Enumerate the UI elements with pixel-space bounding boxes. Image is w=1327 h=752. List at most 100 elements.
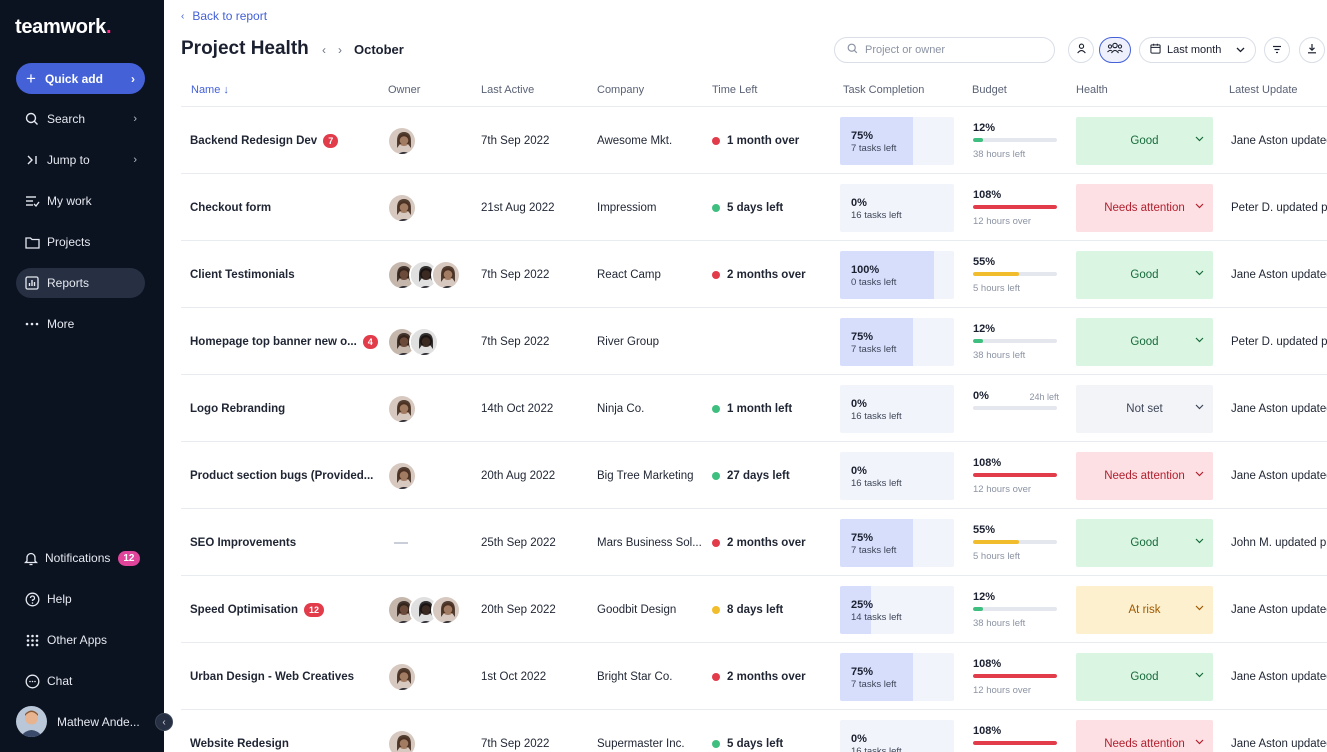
column-header-task-completion[interactable]: Task Completion bbox=[843, 84, 925, 96]
filter-button[interactable] bbox=[1264, 37, 1290, 63]
owner-avatars[interactable] bbox=[387, 125, 417, 156]
project-name[interactable]: Product section bugs (Provided... bbox=[190, 442, 373, 509]
prev-month-button[interactable]: ‹ bbox=[322, 42, 326, 57]
search-field[interactable] bbox=[834, 37, 1055, 63]
back-to-report-link[interactable]: ‹ Back to report bbox=[181, 9, 267, 23]
export-button[interactable] bbox=[1299, 37, 1325, 63]
sidebar-item-chat[interactable]: Chat bbox=[16, 666, 145, 696]
time-left: 2 months over bbox=[712, 241, 806, 308]
budget-percent: 108% bbox=[973, 724, 1002, 737]
sidebar-item-my-work[interactable]: My work bbox=[16, 186, 145, 216]
date-range-select[interactable]: Last month bbox=[1139, 37, 1256, 63]
latest-update[interactable]: Jane Aston updated bbox=[1231, 670, 1327, 683]
sidebar-item-help[interactable]: Help bbox=[16, 584, 145, 614]
health-select[interactable]: Good bbox=[1076, 317, 1213, 366]
owner-avatars[interactable] bbox=[387, 661, 417, 692]
latest-update[interactable]: Peter D. updated p bbox=[1231, 201, 1327, 214]
task-completion: 75% 7 tasks left bbox=[840, 643, 954, 710]
my-projects-toggle[interactable] bbox=[1068, 37, 1094, 63]
table-row[interactable]: Backend Redesign Dev 7 7th Sep 2022 Awesome… bbox=[181, 106, 1327, 173]
latest-update[interactable]: Jane Aston updated bbox=[1231, 469, 1327, 482]
project-name[interactable]: Urban Design - Web Creatives bbox=[190, 643, 354, 710]
owner-avatars[interactable] bbox=[387, 259, 461, 290]
sidebar-item-label: Jump to bbox=[47, 153, 90, 167]
avatar bbox=[431, 594, 461, 625]
owner-avatars[interactable] bbox=[387, 594, 461, 625]
column-header-health[interactable]: Health bbox=[1076, 84, 1108, 96]
owner-avatars[interactable] bbox=[387, 326, 439, 357]
project-name[interactable]: Homepage top banner new o... 4 bbox=[190, 308, 378, 375]
next-month-button[interactable]: › bbox=[338, 42, 342, 57]
sidebar-item-more[interactable]: More bbox=[16, 309, 145, 339]
budget-box: 108% 12 hours over bbox=[973, 452, 1059, 500]
task-progress-fill bbox=[840, 116, 913, 165]
plus-icon: + bbox=[26, 69, 36, 88]
table-row[interactable]: Website Redesign 7th Sep 2022 Supermaster … bbox=[181, 709, 1327, 752]
health-select[interactable]: Good bbox=[1076, 518, 1213, 567]
latest-update[interactable]: Jane Aston updated bbox=[1231, 603, 1327, 616]
health: Needs attention bbox=[1076, 442, 1213, 509]
table-row[interactable]: Client Testimonials 7th Sep 2022 React Cam… bbox=[181, 240, 1327, 307]
health-select[interactable]: Needs attention bbox=[1076, 451, 1213, 500]
health-select[interactable]: Not set bbox=[1076, 384, 1213, 433]
table-row[interactable]: Urban Design - Web Creatives 1st Oct 2022… bbox=[181, 642, 1327, 709]
search-input[interactable] bbox=[865, 44, 1035, 56]
latest-update[interactable]: Jane Aston updated bbox=[1231, 402, 1327, 415]
column-header-last-active[interactable]: Last Active bbox=[481, 84, 535, 96]
budget-hours: 12 hours over bbox=[973, 215, 1032, 227]
project-name[interactable]: Checkout form bbox=[190, 174, 271, 241]
latest-update[interactable]: Jane Aston updated bbox=[1231, 268, 1327, 281]
health-select[interactable]: Good bbox=[1076, 116, 1213, 165]
quick-add-button[interactable]: + Quick add › bbox=[16, 63, 145, 94]
task-completion-box: 25% 14 tasks left bbox=[840, 585, 954, 634]
latest-update[interactable]: John M. updated p bbox=[1231, 536, 1327, 549]
user-profile[interactable]: Mathew Ande... bbox=[16, 706, 140, 737]
owner-avatars[interactable] bbox=[387, 393, 417, 424]
table-row[interactable]: Logo Rebranding 14th Oct 2022 Ninja Co. 1 m… bbox=[181, 374, 1327, 441]
column-header-company[interactable]: Company bbox=[597, 84, 645, 96]
health-label: Not set bbox=[1126, 402, 1163, 415]
column-header-owner[interactable]: Owner bbox=[388, 84, 421, 96]
health-select[interactable]: Good bbox=[1076, 652, 1213, 701]
chevron-right-icon: › bbox=[133, 154, 137, 166]
sidebar-item-other-apps[interactable]: Other Apps bbox=[16, 625, 145, 655]
column-header-latest-update[interactable]: Latest Update bbox=[1229, 84, 1298, 96]
project-name[interactable]: Client Testimonials bbox=[190, 241, 295, 308]
latest-update[interactable]: Jane Aston updated bbox=[1231, 134, 1327, 147]
health-select[interactable]: Good bbox=[1076, 250, 1213, 299]
health-select[interactable]: Needs attention bbox=[1076, 719, 1213, 752]
latest-update[interactable]: Peter D. updated p bbox=[1231, 335, 1327, 348]
table-row[interactable]: Checkout form 21st Aug 2022 Impressiom 5 da… bbox=[181, 173, 1327, 240]
latest-update[interactable]: Jane Aston updated bbox=[1231, 737, 1327, 750]
sidebar-item-projects[interactable]: Projects bbox=[16, 227, 145, 257]
project-name[interactable]: Speed Optimisation 12 bbox=[190, 576, 325, 643]
project-name[interactable]: SEO Improvements bbox=[190, 509, 296, 576]
project-name[interactable]: Backend Redesign Dev 7 bbox=[190, 107, 339, 174]
collapse-sidebar-button[interactable]: ‹ bbox=[155, 713, 173, 731]
sidebar-item-reports[interactable]: Reports bbox=[16, 268, 145, 298]
teamwork-logo[interactable]: teamwork. bbox=[15, 16, 112, 38]
sidebar-item-jump-to[interactable]: Jump to › bbox=[16, 145, 145, 175]
column-header-budget[interactable]: Budget bbox=[972, 84, 1007, 96]
sidebar-item-notifications[interactable]: Notifications 12 bbox=[16, 543, 145, 573]
project-name[interactable]: Logo Rebranding bbox=[190, 375, 285, 442]
health: Good bbox=[1076, 241, 1213, 308]
table-row[interactable]: SEO Improvements 25th Sep 2022 Mars Busine… bbox=[181, 508, 1327, 575]
chevron-down-icon bbox=[1195, 737, 1204, 748]
project-name[interactable]: Website Redesign bbox=[190, 710, 289, 752]
table-row[interactable]: Homepage top banner new o... 4 7th Sep 202… bbox=[181, 307, 1327, 374]
table-row[interactable]: Product section bugs (Provided... 20th Au… bbox=[181, 441, 1327, 508]
calendar-icon bbox=[1150, 43, 1161, 57]
table-row[interactable]: Speed Optimisation 12 20th Sep 2022 Goodbit… bbox=[181, 575, 1327, 642]
last-active: 14th Oct 2022 bbox=[481, 402, 554, 415]
owner-avatars[interactable] bbox=[387, 728, 417, 752]
health-select[interactable]: At risk bbox=[1076, 585, 1213, 634]
owner-avatars[interactable] bbox=[387, 460, 417, 491]
all-projects-toggle[interactable] bbox=[1099, 37, 1131, 63]
sidebar-item-search[interactable]: Search › bbox=[16, 104, 145, 134]
column-header-time-left[interactable]: Time Left bbox=[712, 84, 758, 96]
last-active: 20th Aug 2022 bbox=[481, 469, 556, 482]
owner-avatars[interactable] bbox=[387, 192, 417, 223]
health-select[interactable]: Needs attention bbox=[1076, 183, 1213, 232]
column-header-name[interactable]: Name ↓ bbox=[191, 84, 229, 96]
